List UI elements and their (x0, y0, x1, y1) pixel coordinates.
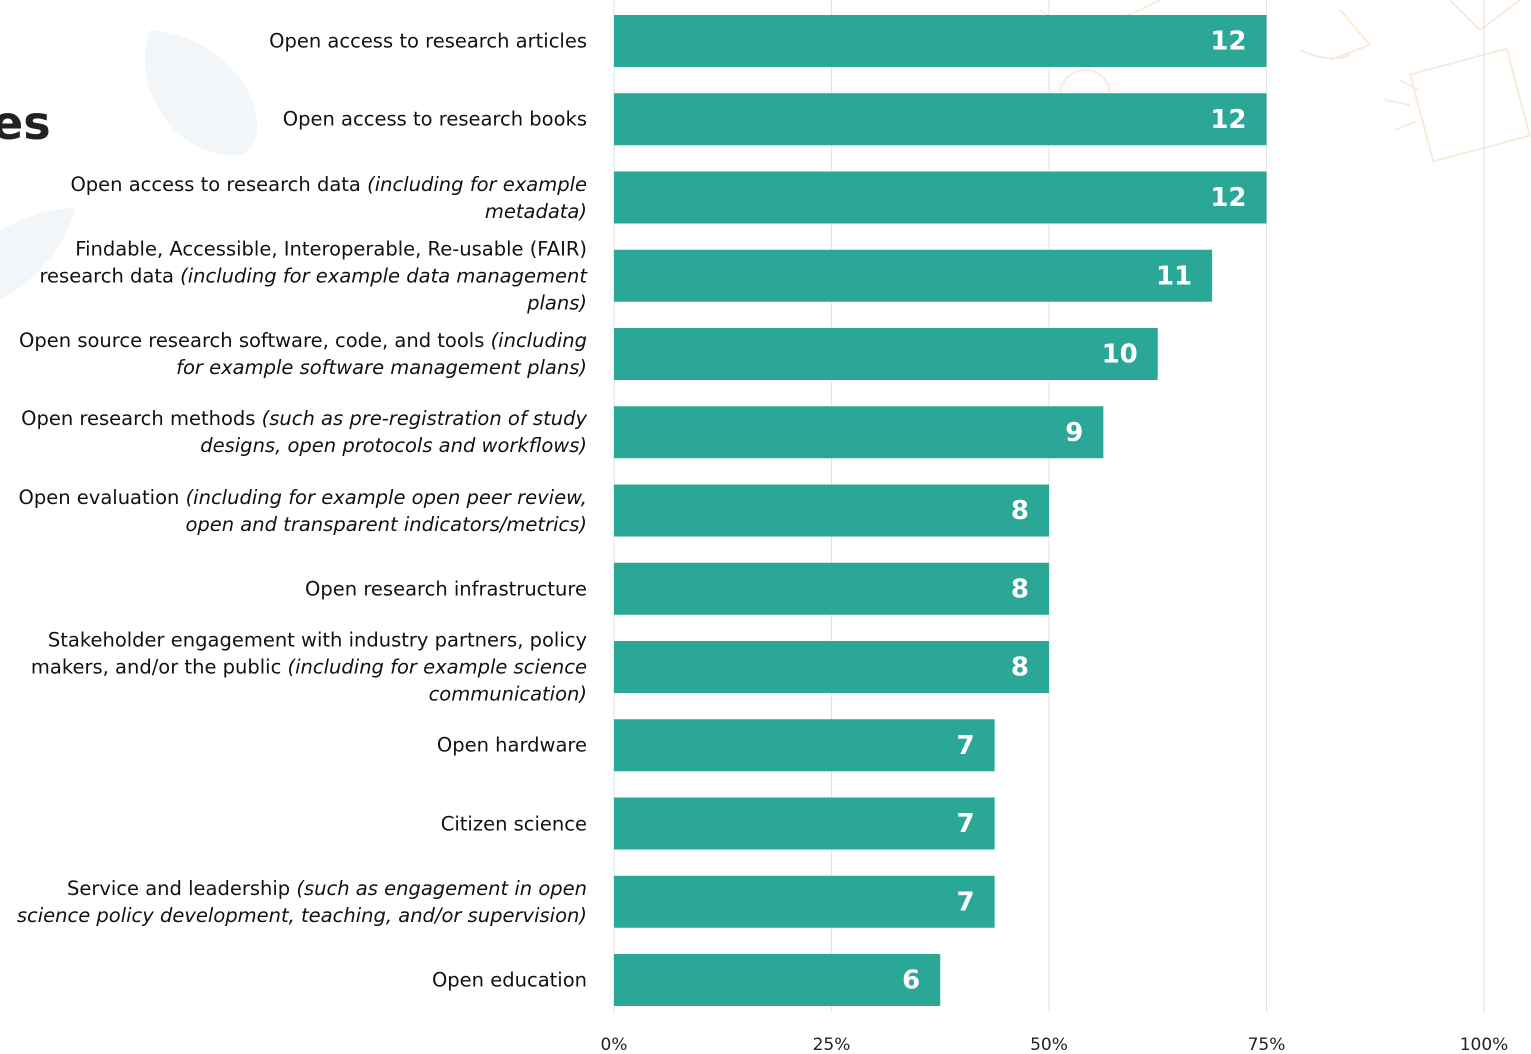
x-tick-label: 25% (813, 1035, 851, 1054)
x-tick-label: 50% (1030, 1035, 1068, 1054)
bar (614, 15, 1267, 67)
bar (614, 484, 1049, 537)
category-text: Service and leadership (66, 876, 291, 900)
category-label: Citizen science (12, 810, 587, 837)
category-note: (including for example metadata) (367, 172, 587, 223)
category-label: Open hardware (12, 732, 587, 759)
category-text: Open access to research articles (269, 29, 587, 53)
category-text: Open research methods (21, 407, 256, 431)
bar (614, 719, 995, 772)
category-text: Open research infrastructure (305, 577, 587, 601)
bar (614, 171, 1267, 224)
value-label: 12 (1210, 183, 1246, 213)
x-tick-label: 0% (601, 1035, 628, 1054)
value-label: 8 (1011, 574, 1029, 604)
value-label: 10 (1102, 340, 1138, 370)
category-label: Service and leadership (such as engageme… (12, 875, 587, 929)
title-fragment: es (0, 96, 51, 150)
value-label: 6 (902, 966, 920, 996)
decoration (0, 0, 1531, 300)
bar (614, 249, 1213, 302)
category-label: Open research methods (such as pre-regis… (12, 405, 587, 459)
category-text: Stakeholder engagement with industry par… (30, 628, 587, 679)
bar (614, 328, 1158, 380)
category-text: Open access to research data (70, 172, 361, 196)
category-label: Open research infrastructure (12, 575, 587, 602)
bar (614, 406, 1104, 459)
category-label: Open education (12, 967, 587, 994)
category-note: (including for example data management p… (180, 264, 587, 315)
category-text: Open hardware (436, 733, 587, 757)
value-label: 7 (957, 887, 975, 917)
category-label: Open access to research data (including … (12, 171, 587, 225)
category-note: (including for example science communica… (287, 655, 587, 706)
category-note: (including for example software manageme… (176, 329, 587, 379)
value-label: 8 (1011, 496, 1029, 526)
bar (614, 797, 995, 850)
value-label: 9 (1065, 418, 1083, 448)
category-label: Open access to research articles (12, 28, 587, 55)
value-label: 11 (1156, 261, 1192, 291)
category-label: Findable, Accessible, Interoperable, Re-… (12, 235, 587, 316)
category-note: (including for example open peer review,… (185, 485, 587, 536)
category-label: Open evaluation (including for example o… (12, 484, 587, 538)
category-text: Open access to research books (282, 107, 587, 131)
bar (614, 562, 1049, 615)
x-tick-label: 75% (1248, 1035, 1286, 1054)
x-tick-label: 100% (1460, 1035, 1509, 1054)
bar (614, 954, 941, 1006)
bar (614, 93, 1267, 146)
value-label: 7 (957, 809, 975, 839)
bar (614, 641, 1049, 693)
category-note: (such as engagement in open science poli… (16, 876, 587, 927)
category-text: Open source research software, code, and… (19, 329, 485, 352)
value-label: 8 (1011, 653, 1029, 683)
category-label: Open access to research books (12, 106, 587, 133)
value-label: 7 (957, 731, 975, 761)
bar (614, 875, 995, 928)
category-label: Stakeholder engagement with industry par… (12, 627, 587, 708)
category-note: (such as pre-registration of study desig… (200, 407, 587, 458)
category-text: Citizen science (440, 812, 587, 835)
category-text: Open education (431, 968, 587, 992)
category-text: Findable, Accessible, Interoperable, Re-… (39, 237, 587, 288)
category-text: Open evaluation (18, 485, 180, 509)
value-label: 12 (1210, 27, 1246, 57)
category-label: Open source research software, code, and… (12, 327, 587, 381)
value-label: 12 (1210, 105, 1246, 135)
